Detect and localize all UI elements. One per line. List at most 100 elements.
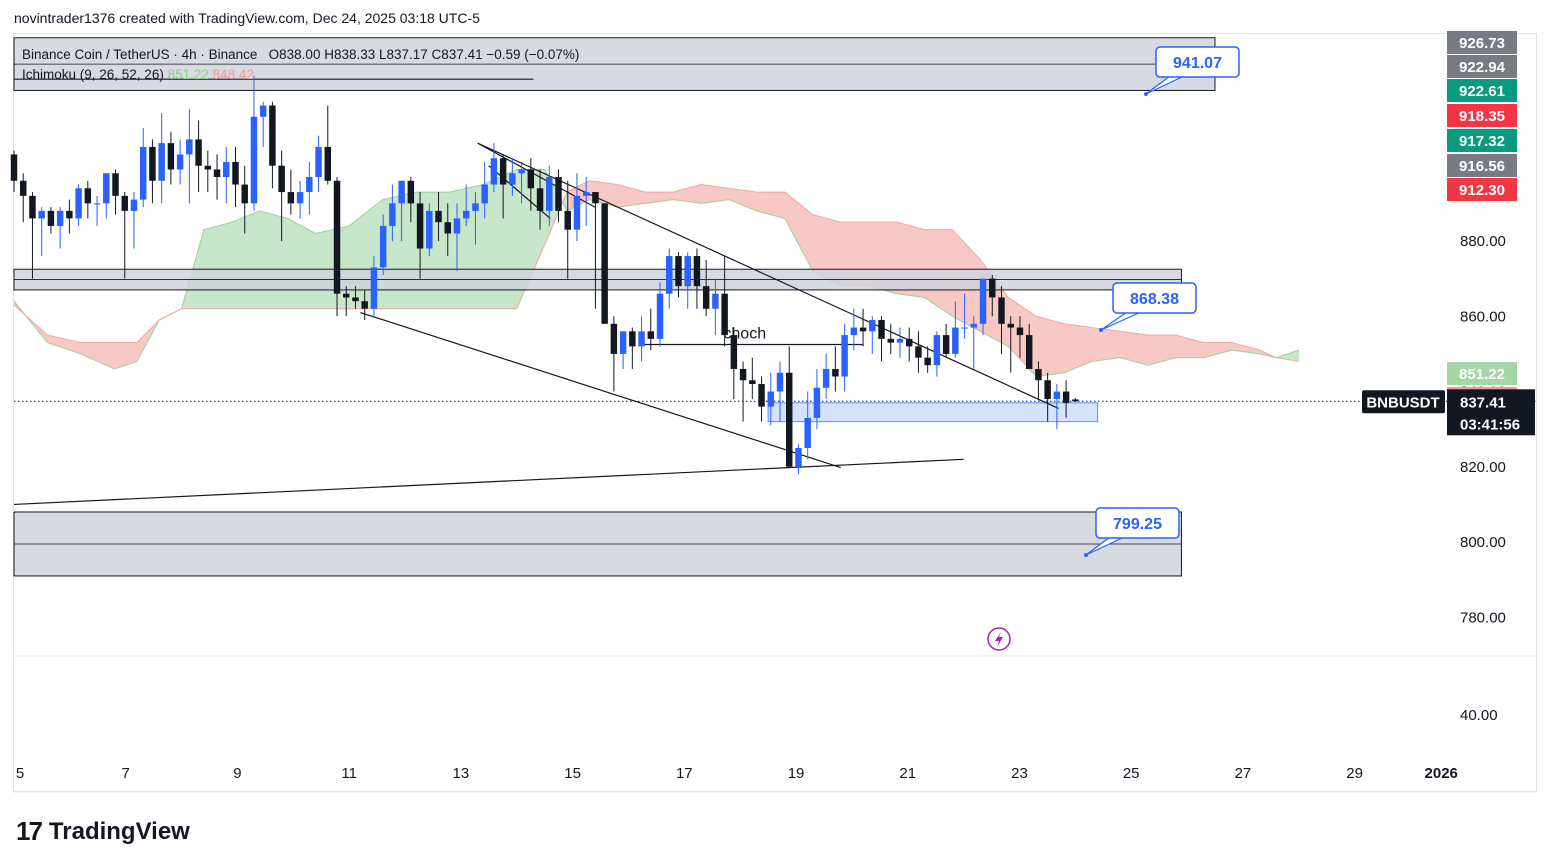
symbol-badge-label: BNBUSDT [1366, 394, 1439, 411]
candle-body [112, 173, 119, 196]
candle-body [915, 346, 922, 358]
candle-body [712, 293, 719, 309]
candle-body [75, 188, 82, 219]
candle-body [121, 195, 128, 211]
y-tick-label: 820.00 [1460, 459, 1506, 476]
symbol-badge-bg [1362, 390, 1445, 414]
candle-body [822, 368, 830, 388]
candle-body [287, 192, 295, 204]
price-badge-922.61: 922.61 [1447, 79, 1517, 102]
candle-body [130, 199, 138, 211]
tradingview-wordmark: TradingView [48, 817, 190, 845]
price-badge-label: 851.22 [1459, 366, 1505, 383]
candle-body [749, 380, 756, 385]
lower-pane-tick: 40.00 [1460, 707, 1498, 724]
candle-body [343, 293, 350, 298]
candle-body [416, 203, 424, 249]
candle-body [186, 139, 193, 155]
x-tick-label: 5 [16, 765, 24, 782]
candle-body [942, 335, 950, 354]
x-tick-label: 17 [676, 765, 693, 782]
candle-body [472, 203, 479, 211]
callout-pointer [1100, 311, 1142, 331]
cloud-segment [1091, 327, 1121, 362]
price-badge-922.94: 922.94 [1447, 55, 1517, 78]
indicator-span-a: 851.22 [167, 67, 209, 82]
candle-body [859, 327, 867, 332]
lightning-bolt [995, 632, 1003, 647]
x-tick-label: 27 [1235, 765, 1252, 782]
candle-body [306, 177, 313, 193]
candle-body [1044, 380, 1051, 400]
tradingview-logo-icon: 17 [16, 816, 43, 846]
candle-body [139, 146, 147, 200]
price-badge-bg [1447, 31, 1517, 54]
candle-body [333, 180, 341, 294]
candle-body [56, 210, 64, 226]
callout-box [1095, 507, 1180, 539]
x-tick-label: 23 [1011, 765, 1028, 782]
price-badge-bg [1447, 362, 1517, 385]
candle-body [666, 256, 673, 294]
price-badge-926.73: 926.73 [1447, 31, 1517, 54]
price-badge-label: 917.32 [1459, 133, 1505, 150]
candle-body [518, 169, 525, 174]
candle-body [407, 180, 415, 204]
candle-body [93, 203, 101, 205]
callout-value: 799.25 [1113, 516, 1162, 533]
candle-body [462, 210, 470, 219]
candle-body [527, 169, 535, 189]
candle-body [933, 335, 941, 366]
candle-body [315, 146, 322, 178]
callout-value: 868.38 [1130, 291, 1179, 308]
candle-body [296, 192, 304, 204]
candle-body [1007, 323, 1014, 328]
candle-body [213, 169, 221, 178]
candle-body [786, 372, 793, 467]
candle-body [546, 177, 553, 211]
candle-body [1035, 368, 1042, 381]
tradingview-logo[interactable]: 17 TradingView [16, 816, 190, 847]
candle-body [979, 278, 987, 324]
lightning-icon [987, 627, 1011, 651]
candle-body [970, 323, 978, 328]
candle-body [647, 331, 655, 339]
x-tick-label: 13 [453, 765, 470, 782]
candle-body [1025, 335, 1033, 369]
candle-body [629, 331, 636, 347]
callout-anchor [1099, 328, 1103, 332]
candle-body [730, 335, 738, 369]
indicator-name: Ichimoku (9, 26, 52, 26) [22, 67, 164, 82]
candle-body [592, 192, 599, 204]
candle-body [103, 173, 110, 204]
candle-body [924, 357, 931, 366]
choch-label: choch [723, 326, 766, 343]
candle-body [1016, 327, 1024, 336]
price-badge-bg [1447, 104, 1517, 127]
cloud-segment [231, 210, 261, 310]
price-badge-label: 922.94 [1459, 59, 1506, 76]
y-tick-label: 780.00 [1460, 609, 1506, 626]
candle-body [223, 161, 230, 178]
last-price-badge: 837.41 03:41:56 [1447, 389, 1535, 436]
candle-body [675, 256, 682, 287]
candle-body [702, 286, 710, 309]
x-tick-label: 7 [122, 765, 130, 782]
candle-body [38, 210, 45, 219]
candle-body [1072, 399, 1079, 402]
price-badge-bg [1447, 129, 1517, 152]
legend-indicator-row[interactable]: Ichimoku (9, 26, 52, 26) 851.22 848.42 [22, 65, 579, 85]
x-tick-label: 15 [564, 765, 581, 782]
price-badge-label: 916.56 [1459, 158, 1505, 175]
chart-legend: Binance Coin / TetherUS · 4h · Binance O… [22, 45, 579, 85]
cloud-segment [287, 217, 316, 310]
candle-body [361, 301, 368, 309]
candle-body [767, 391, 775, 407]
price-badge-918.35: 918.35 [1447, 104, 1517, 127]
candle-body [509, 173, 516, 185]
grid-lines [14, 655, 1537, 793]
indicator-span-b: 848.42 [212, 67, 254, 82]
candle-body [795, 448, 802, 467]
candle-body [204, 165, 212, 170]
